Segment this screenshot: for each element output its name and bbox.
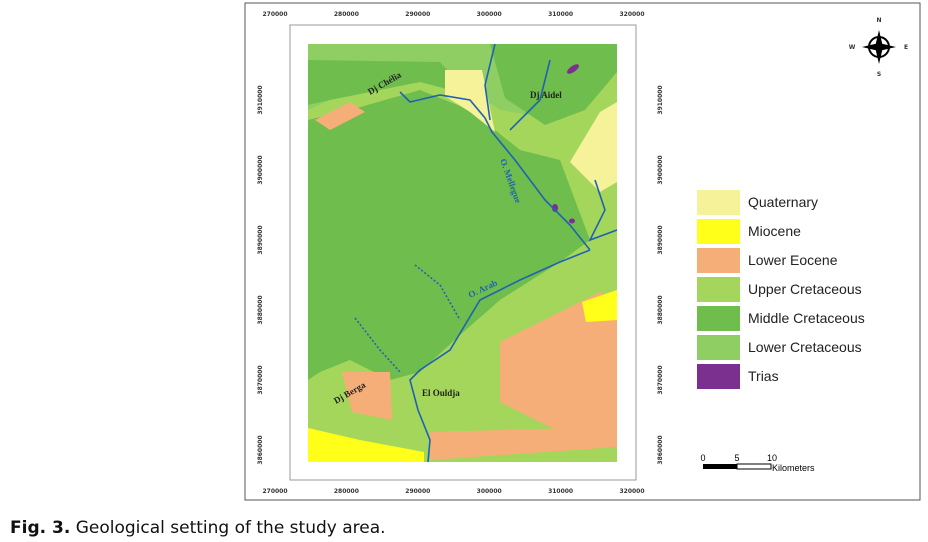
compass-label: W	[849, 44, 856, 51]
legend-swatch	[697, 364, 740, 389]
x-tick-label: 300000	[477, 11, 502, 18]
place-label: El Ouldja	[422, 388, 460, 398]
x-tick-label: 270000	[262, 488, 287, 495]
y-tick-label: 3910000	[657, 85, 664, 114]
y-tick-label: 3900000	[657, 155, 664, 184]
scale-label: Kilometers	[772, 463, 815, 473]
geology	[308, 44, 617, 462]
y-tick-label: 3890000	[257, 225, 264, 254]
x-tick-label: 290000	[405, 11, 430, 18]
scale-label: 5	[734, 453, 739, 463]
y-tick-label: 3900000	[257, 155, 264, 184]
x-tick-label: 270000	[262, 11, 287, 18]
y-tick-label: 3870000	[657, 365, 664, 394]
caption: Fig. 3. Geological setting of the study …	[10, 518, 386, 538]
y-tick-label: 3860000	[657, 435, 664, 464]
x-tick-label: 280000	[334, 11, 359, 18]
compass	[862, 30, 896, 64]
scale-bar	[703, 463, 772, 470]
x-tick-label: 280000	[334, 488, 359, 495]
compass-label: N	[876, 17, 881, 24]
x-tick-label: 300000	[477, 488, 502, 495]
caption-label: Fig. 3.	[10, 518, 71, 538]
y-tick-label: 3890000	[657, 225, 664, 254]
scale-label: 10	[767, 453, 777, 463]
y-tick-label: 3870000	[257, 365, 264, 394]
legend-swatch	[697, 335, 740, 360]
compass-label: E	[904, 44, 908, 51]
x-tick-label: 310000	[548, 488, 573, 495]
legend-swatch	[697, 248, 740, 273]
compass-label: S	[877, 71, 881, 78]
legend-label: Lower Cretaceous	[748, 339, 862, 355]
legend-swatch	[697, 277, 740, 302]
x-tick-label: 310000	[548, 11, 573, 18]
x-tick-label: 320000	[619, 11, 644, 18]
legend-label: Lower Eocene	[748, 252, 838, 268]
legend-label: Upper Cretaceous	[748, 281, 862, 297]
caption-text: Geological setting of the study area.	[75, 518, 386, 538]
scale-label: 0	[700, 453, 705, 463]
figure: 270000 270000 280000 280000 290000 290000 3000…	[244, 2, 921, 501]
x-tick-label: 290000	[405, 488, 430, 495]
place-label: Dj Aidel	[530, 90, 562, 100]
y-tick-label: 3910000	[257, 85, 264, 114]
legend-swatch	[697, 306, 740, 331]
y-tick-label: 3860000	[257, 435, 264, 464]
legend-swatch	[697, 190, 740, 215]
legend-label: Trias	[748, 368, 779, 384]
y-tick-label: 3880000	[257, 295, 264, 324]
legend-label: Miocene	[748, 223, 801, 239]
legend-label: Quaternary	[748, 194, 818, 210]
y-tick-label: 3880000	[657, 295, 664, 324]
rivers	[354, 43, 618, 463]
x-tick-label: 320000	[619, 488, 644, 495]
legend-swatch	[697, 219, 740, 244]
legend-label: Middle Cretaceous	[748, 310, 865, 326]
